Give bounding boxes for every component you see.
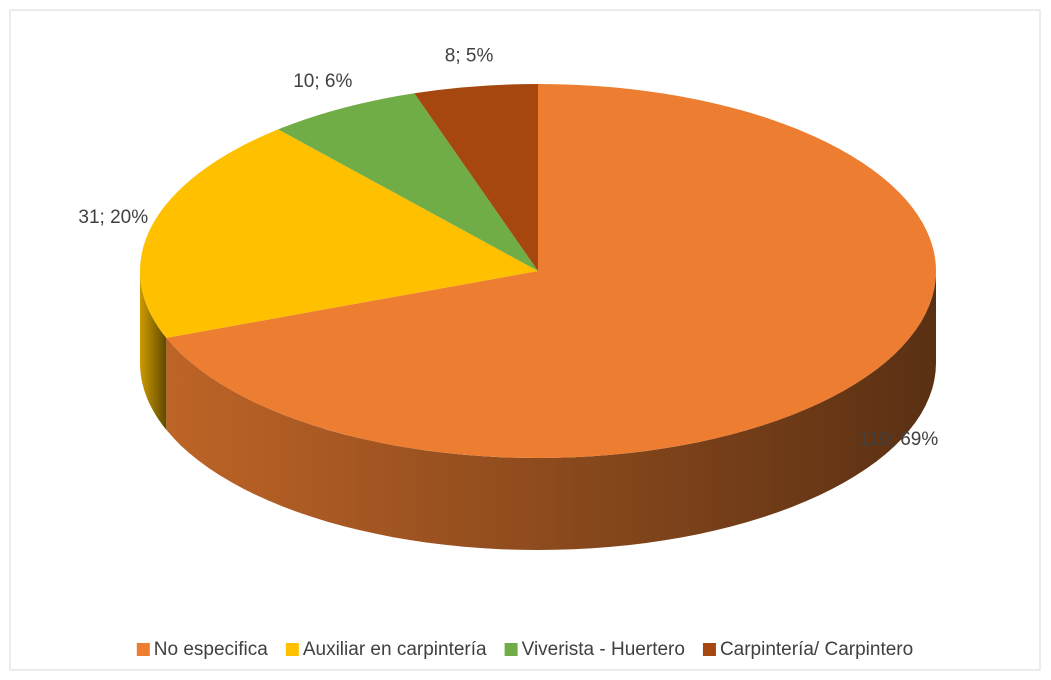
legend-label: Viverista - Huertero xyxy=(522,639,685,660)
data-label: 110; 69% xyxy=(859,429,938,450)
data-label: 10; 6% xyxy=(293,71,352,92)
slice xyxy=(166,84,936,458)
legend-swatch xyxy=(702,643,716,656)
slice xyxy=(278,93,538,271)
data-label: 31; 20% xyxy=(78,207,148,228)
legend-swatch xyxy=(504,643,518,656)
slice xyxy=(414,84,538,271)
data-labels: 110; 69% 31; 20% 10; 6% 8; 5% xyxy=(78,46,938,450)
legend-label: Auxiliar en carpintería xyxy=(303,639,487,660)
pie-sides xyxy=(140,271,937,550)
pie-tops xyxy=(139,84,936,458)
legend-swatch xyxy=(136,643,150,656)
data-label: 8; 5% xyxy=(445,46,494,67)
legend-label: No especifica xyxy=(154,639,268,660)
slice-side xyxy=(166,271,937,550)
slice-side xyxy=(140,271,167,430)
legend: No especifica Auxiliar en carpintería Vive… xyxy=(136,639,913,660)
legend-label: Carpintería/ Carpintero xyxy=(720,639,913,660)
legend-swatch xyxy=(285,643,299,656)
slice xyxy=(139,129,538,338)
